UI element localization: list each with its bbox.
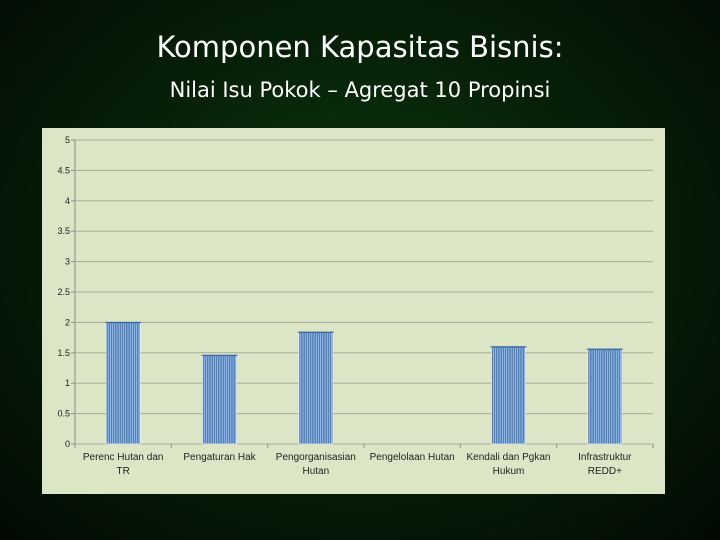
category-label: Infrastruktur [578,452,632,463]
bar [491,346,526,445]
category-label: REDD+ [588,466,622,477]
bar [202,354,237,445]
y-tick-label: 2.5 [57,287,70,297]
bar-chart: 0 0.5 1 1.5 2 2.5 3 3.5 4 4.5 5 Perenc Hutan dan TR P… [57,135,654,477]
category-label: Hukum [493,466,525,477]
slide-title: Komponen Kapasitas Bisnis: [156,30,564,64]
y-tick-label: 4.5 [57,165,70,175]
bar [105,322,141,445]
y-tick-label: 1.5 [57,348,70,358]
y-tick-label: 3 [65,257,70,267]
category-label: Hutan [302,466,329,477]
bar [298,331,334,445]
category-label: Pengaturan Hak [183,452,256,463]
y-tick-label: 5 [65,135,70,145]
category-label: TR [116,466,129,477]
y-tick-label: 4 [65,196,70,206]
category-label: Pengelolaan Hutan [370,452,455,463]
y-tick-label: 3.5 [57,226,70,236]
y-tick-label: 1 [65,378,70,388]
chart-panel: 0 0.5 1 1.5 2 2.5 3 3.5 4 4.5 5 Perenc Hutan dan TR P… [42,128,665,494]
category-label: Pengorganisasian [276,452,356,463]
bar [587,348,623,445]
slide-subtitle: Nilai Isu Pokok – Agregat 10 Propinsi [169,78,551,102]
y-tick-label: 2 [65,317,70,327]
category-label: Kendali dan Pgkan [467,452,551,463]
category-label: Perenc Hutan dan [83,452,164,463]
y-tick-label: 0.5 [57,409,70,419]
y-tick-label: 0 [65,439,70,449]
